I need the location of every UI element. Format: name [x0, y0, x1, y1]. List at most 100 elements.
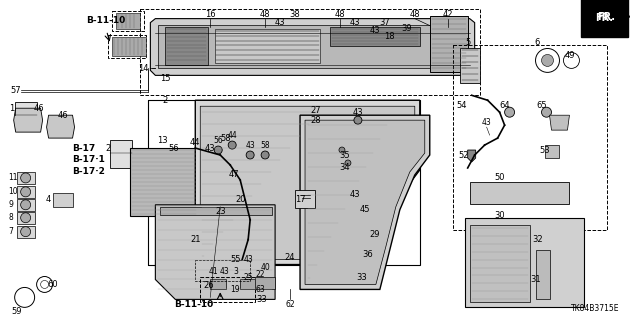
Bar [255, 277, 275, 289]
Text: 34: 34 [340, 164, 350, 172]
Text: B-17: B-17 [72, 144, 96, 153]
Polygon shape [195, 100, 420, 265]
Text: 2: 2 [163, 96, 168, 105]
Text: 8: 8 [9, 213, 13, 222]
Bar [113, 36, 147, 56]
Text: 26: 26 [203, 281, 214, 290]
Text: 43: 43 [482, 118, 492, 127]
Circle shape [20, 173, 31, 183]
Polygon shape [158, 25, 468, 68]
Polygon shape [550, 115, 570, 130]
Text: 28: 28 [310, 116, 321, 125]
Bar [452, 45, 607, 230]
Bar [465, 218, 584, 307]
Text: B-17·1: B-17·1 [72, 156, 106, 164]
Text: 64: 64 [499, 101, 510, 110]
Text: 58: 58 [220, 133, 230, 143]
Text: 63: 63 [255, 285, 265, 294]
Bar [195, 260, 250, 282]
Text: 58: 58 [260, 140, 270, 149]
Text: 23: 23 [215, 207, 225, 216]
Polygon shape [330, 27, 420, 46]
Circle shape [541, 107, 552, 117]
Text: 47: 47 [229, 171, 239, 180]
Text: 43: 43 [205, 144, 216, 153]
Text: 43: 43 [349, 18, 360, 27]
Bar [52, 193, 72, 207]
Circle shape [345, 160, 351, 166]
Text: 13: 13 [157, 136, 168, 145]
Text: 24: 24 [285, 253, 295, 262]
Text: 19: 19 [230, 285, 240, 294]
Circle shape [504, 107, 515, 117]
Text: 49: 49 [564, 51, 575, 60]
Circle shape [20, 213, 31, 223]
Text: 50: 50 [494, 173, 505, 182]
Bar [140, 9, 479, 95]
Circle shape [261, 151, 269, 159]
Polygon shape [215, 28, 320, 63]
Text: 30: 30 [494, 211, 505, 220]
Text: 15: 15 [160, 74, 171, 83]
Circle shape [246, 151, 254, 159]
Polygon shape [13, 108, 43, 132]
Text: 43: 43 [220, 267, 229, 276]
Bar [108, 35, 147, 59]
Text: 17: 17 [295, 195, 305, 204]
Text: B-11-10: B-11-10 [86, 16, 125, 25]
Text: 11: 11 [9, 173, 18, 182]
Bar [17, 186, 35, 198]
Text: 4: 4 [46, 195, 51, 204]
Text: 14: 14 [138, 64, 148, 73]
Text: 39: 39 [401, 24, 412, 33]
Text: 53: 53 [539, 146, 550, 155]
Bar [113, 11, 145, 31]
Bar [460, 49, 479, 83]
Text: 48: 48 [410, 10, 420, 19]
Bar [200, 277, 255, 302]
Polygon shape [300, 115, 430, 289]
Bar [240, 279, 258, 289]
Text: 21: 21 [190, 235, 200, 244]
Text: 2: 2 [106, 144, 111, 153]
Text: 41: 41 [209, 267, 218, 276]
Polygon shape [305, 120, 425, 284]
Text: FR.: FR. [597, 12, 616, 22]
Circle shape [339, 147, 345, 153]
Circle shape [354, 116, 362, 124]
Bar [17, 212, 35, 224]
Circle shape [20, 187, 31, 197]
Bar [17, 172, 35, 184]
Text: 65: 65 [536, 101, 547, 110]
Circle shape [20, 227, 31, 237]
Circle shape [214, 146, 222, 154]
Bar [15, 102, 36, 130]
Text: 48: 48 [260, 10, 271, 19]
Bar [131, 148, 198, 216]
Bar [470, 182, 570, 204]
Text: 5: 5 [465, 38, 470, 47]
Polygon shape [468, 150, 476, 162]
Bar [536, 250, 550, 300]
Polygon shape [150, 19, 475, 76]
Bar [470, 225, 529, 302]
Text: 42: 42 [442, 10, 453, 19]
Polygon shape [165, 27, 208, 65]
Text: 46: 46 [57, 111, 68, 120]
Polygon shape [47, 115, 74, 138]
Text: 59: 59 [12, 307, 22, 316]
Text: 38: 38 [290, 10, 300, 19]
Text: 60: 60 [47, 280, 58, 289]
Text: 62: 62 [285, 300, 295, 309]
Text: B-17·2: B-17·2 [72, 167, 106, 176]
Text: 16: 16 [205, 10, 216, 19]
Bar [17, 199, 35, 211]
Text: 43: 43 [275, 18, 285, 27]
Text: 56: 56 [168, 144, 179, 153]
Text: 43: 43 [369, 26, 380, 35]
Circle shape [228, 141, 236, 149]
Polygon shape [156, 205, 275, 300]
Text: 27: 27 [310, 106, 321, 115]
Text: 9: 9 [9, 200, 13, 209]
Text: 10: 10 [9, 188, 19, 196]
